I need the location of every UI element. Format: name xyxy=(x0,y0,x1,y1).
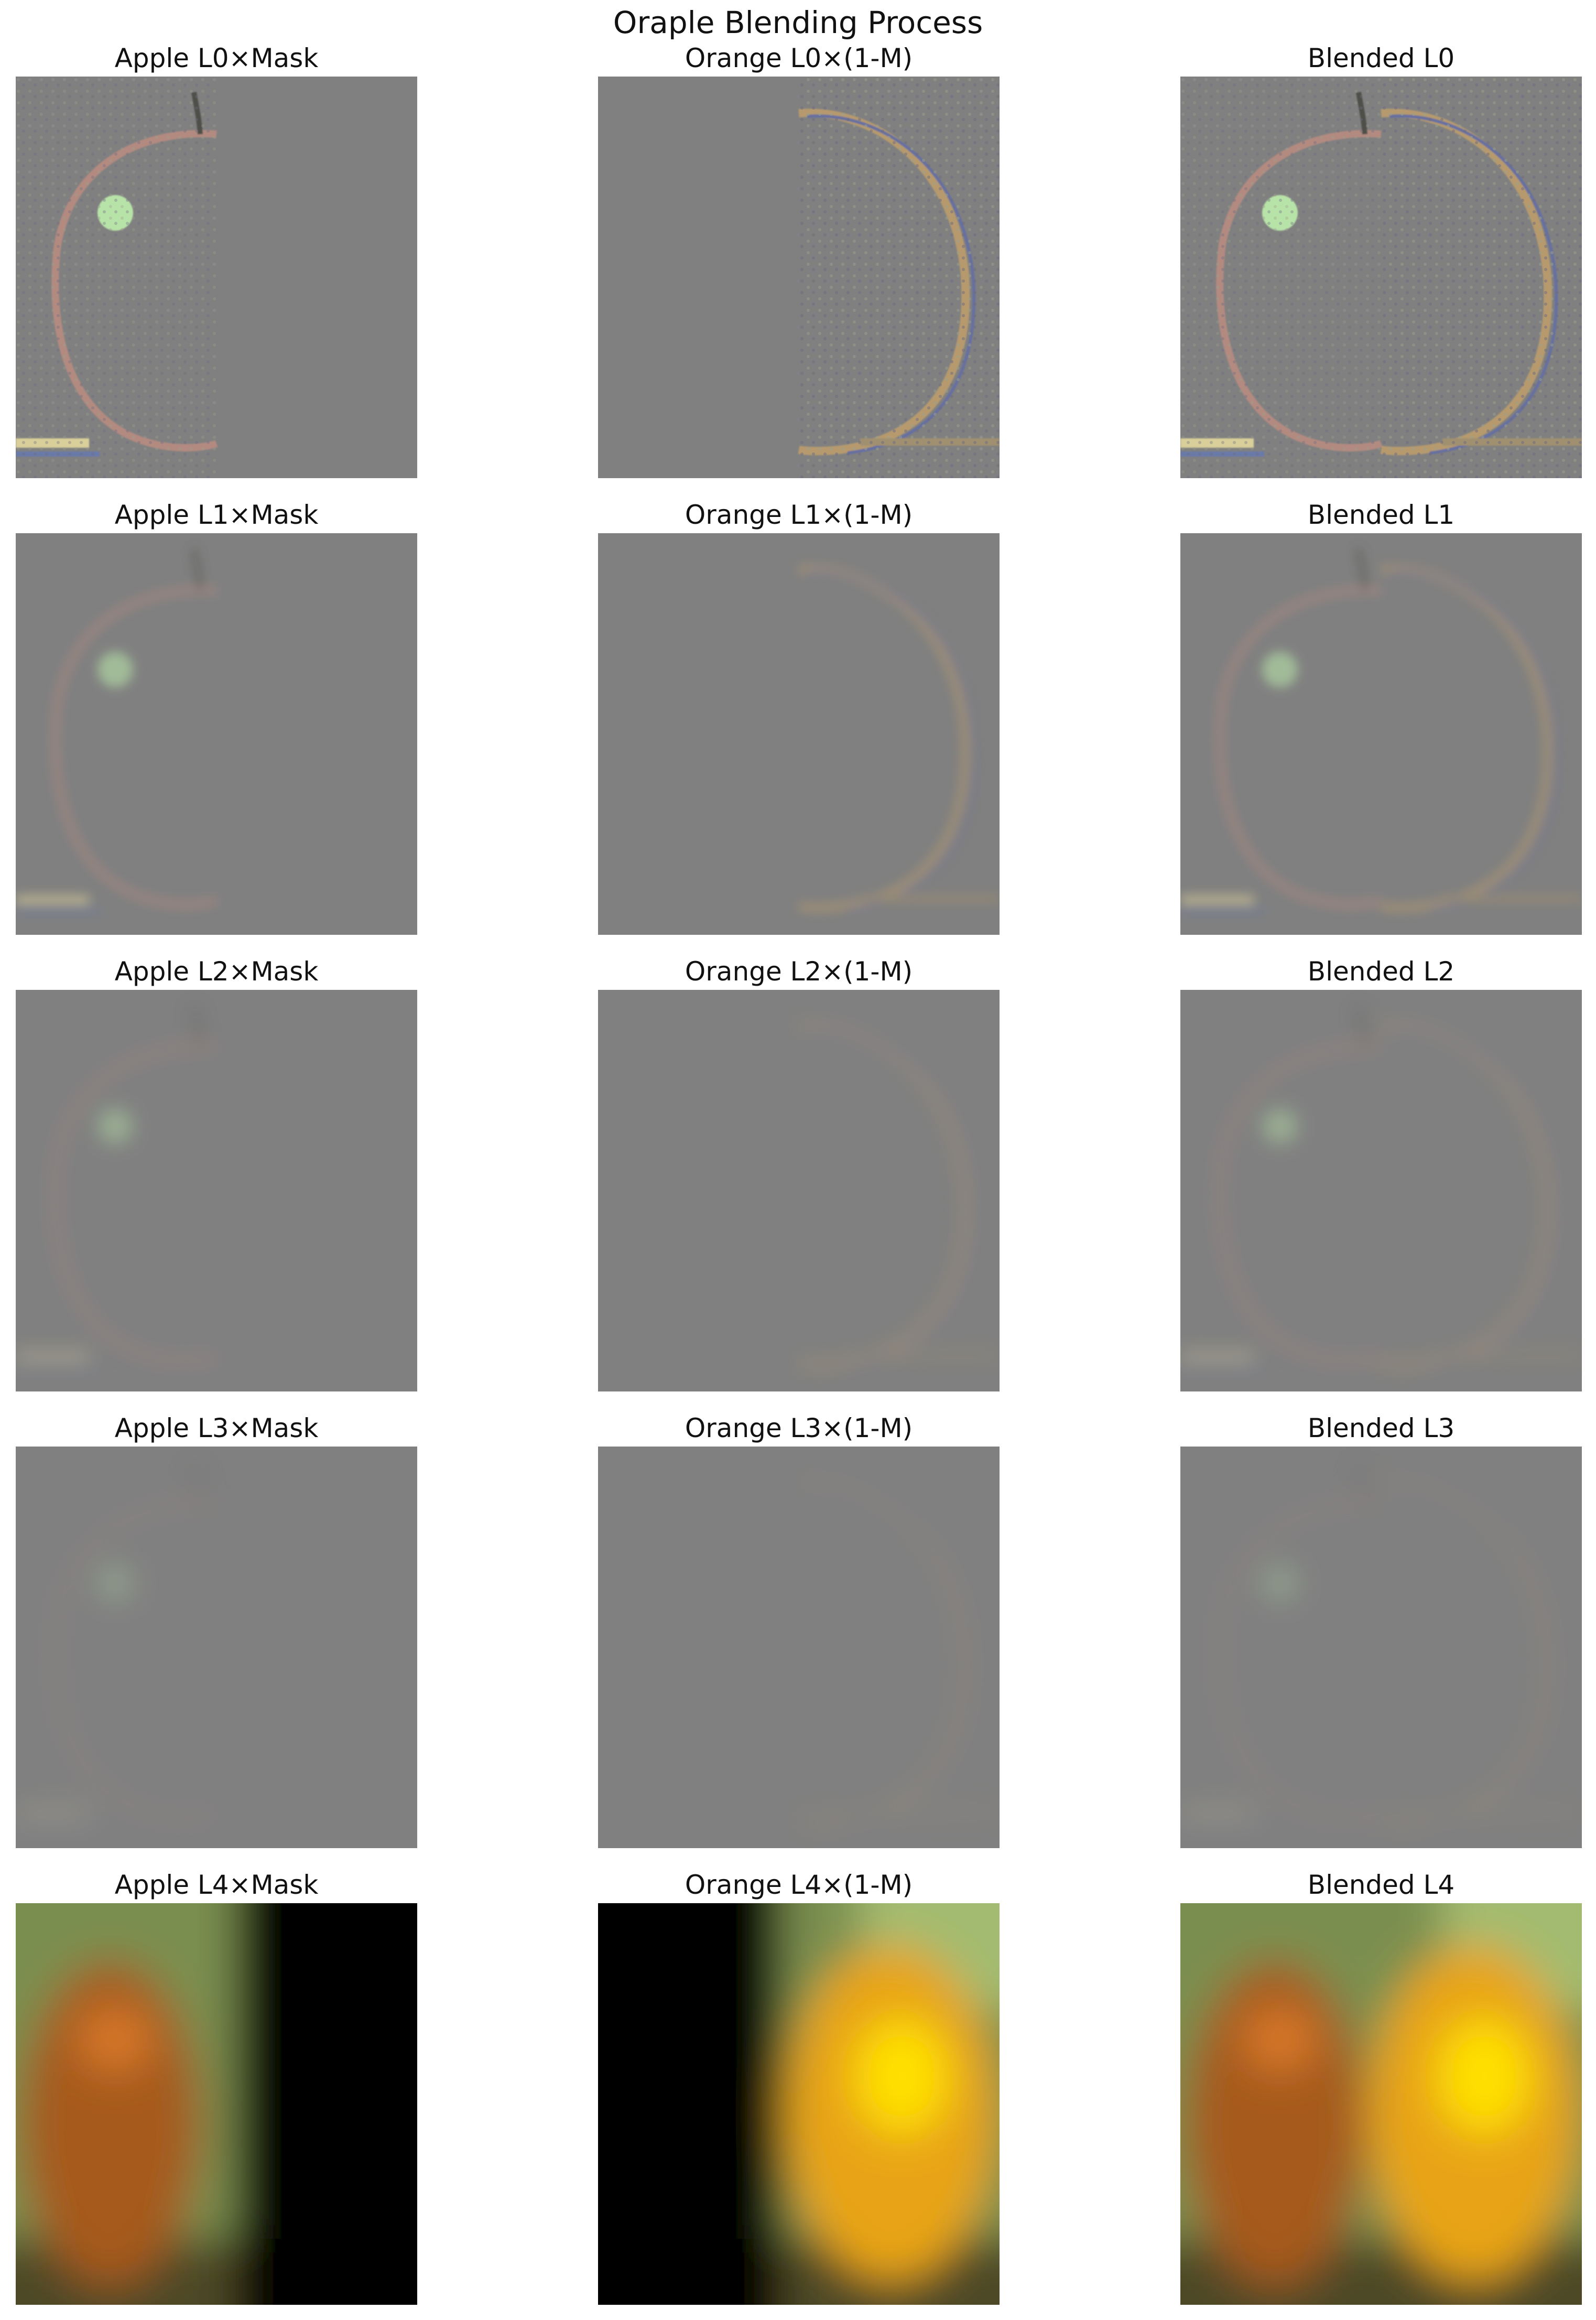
panel-title-apple-l0: Apple L0×Mask xyxy=(114,43,319,73)
panel-title-apple-l4: Apple L4×Mask xyxy=(114,1870,319,1900)
panel-title-apple-l2: Apple L2×Mask xyxy=(114,956,319,987)
panel-title-orange-l4: Orange L4×(1-M) xyxy=(685,1870,913,1900)
image-orange-l0 xyxy=(598,77,1000,478)
image-apple-l4 xyxy=(16,1903,417,2305)
panel-title-orange-l2: Orange L2×(1-M) xyxy=(685,956,913,987)
image-orange-l1 xyxy=(598,533,1000,935)
panel-title-blended-l4: Blended L4 xyxy=(1307,1870,1455,1900)
image-apple-l3 xyxy=(16,1447,417,1848)
panel-title-orange-l3: Orange L3×(1-M) xyxy=(685,1413,913,1443)
image-apple-l1 xyxy=(16,533,417,935)
panel-title-blended-l2: Blended L2 xyxy=(1307,956,1455,987)
image-blended-l4 xyxy=(1180,1903,1582,2305)
panel-title-apple-l3: Apple L3×Mask xyxy=(114,1413,319,1443)
panel-title-orange-l0: Orange L0×(1-M) xyxy=(685,43,913,73)
panel-title-apple-l1: Apple L1×Mask xyxy=(114,500,319,530)
image-blended-l0 xyxy=(1180,77,1582,478)
image-blended-l1 xyxy=(1180,533,1582,935)
panel-title-blended-l1: Blended L1 xyxy=(1307,500,1455,530)
figure-title: Oraple Blending Process xyxy=(613,5,983,40)
panel-title-blended-l0: Blended L0 xyxy=(1307,43,1455,73)
image-blended-l2 xyxy=(1180,990,1582,1391)
image-apple-l2 xyxy=(16,990,417,1391)
image-orange-l4 xyxy=(598,1903,1000,2305)
image-orange-l2 xyxy=(598,990,1000,1391)
panel-title-blended-l3: Blended L3 xyxy=(1307,1413,1455,1443)
image-apple-l0 xyxy=(16,77,417,478)
panel-title-orange-l1: Orange L1×(1-M) xyxy=(685,500,913,530)
image-blended-l3 xyxy=(1180,1447,1582,1848)
image-orange-l3 xyxy=(598,1447,1000,1848)
